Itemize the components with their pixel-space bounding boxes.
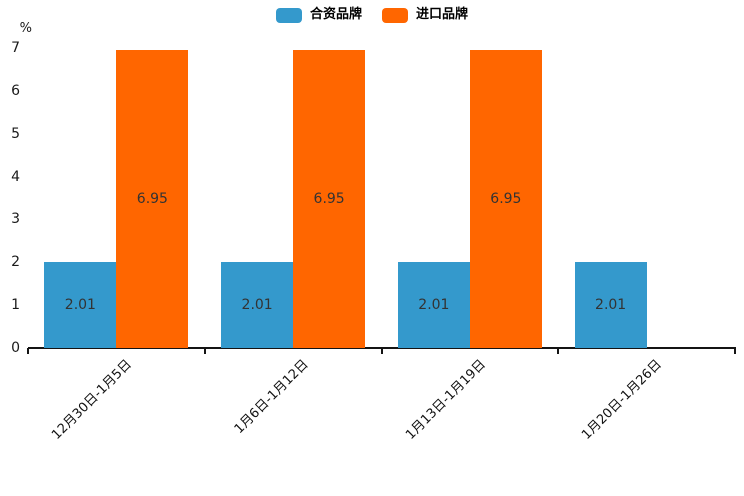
legend-swatch-icon [275,7,302,23]
x-axis-tick-mark [734,348,736,354]
bar-imported-brand-2 [293,50,366,348]
bar-value-label: 6.95 [313,191,345,208]
y-axis-tick-label: 5 [11,125,20,142]
bar-value-label: 6.95 [136,191,168,208]
bar-joint-venture-brand-4 [574,261,647,348]
y-axis-tick-label: 6 [11,82,20,99]
bar-joint-venture-brand-2 [221,261,294,348]
x-axis-tick-mark [203,348,206,354]
legend-item-imported-brand[interactable]: 进口品牌 [382,6,468,24]
x-axis-tick-mark [380,348,383,354]
x-axis-category-label: 1月6日-1月12日 [231,357,312,437]
bar-value-label: 2.01 [595,296,627,313]
y-axis-tick-label: 2 [11,254,20,271]
y-axis-tick-label: 7 [11,40,20,56]
x-axis-tick-mark [27,348,29,354]
y-axis-tick-label: 1 [11,297,20,314]
bar-joint-venture-brand-1 [44,261,117,348]
legend-label: 进口品牌 [416,7,469,22]
bar-imported-brand-1 [116,50,189,348]
bar-value-label: 2.01 [418,296,450,313]
y-axis-tick-label: 0 [11,340,20,356]
y-axis-tick-label: 3 [11,211,20,228]
bar-value-label: 6.95 [490,191,522,208]
x-axis-category-label: 12月30日-1月5日 [49,357,135,443]
bar-imported-brand-3 [469,50,542,348]
bar-joint-venture-brand-3 [397,261,470,348]
x-axis-category-label: 1月13日-1月19日 [402,357,489,443]
legend-swatch-icon [382,7,408,23]
x-axis-category-label: 1月20日-1月26日 [579,357,666,443]
bar-value-label: 2.01 [64,296,96,313]
legend-label: 合资品牌 [309,7,362,22]
x-axis-tick-mark [557,348,560,354]
legend-item-joint-venture-brand[interactable]: 合资品牌 [275,6,362,24]
y-axis-tick-label: 4 [11,168,20,185]
chart-legend: 合资品牌 进口品牌 [0,6,744,24]
y-axis-unit-label: % [19,21,32,36]
bar-value-label: 2.01 [241,296,273,313]
